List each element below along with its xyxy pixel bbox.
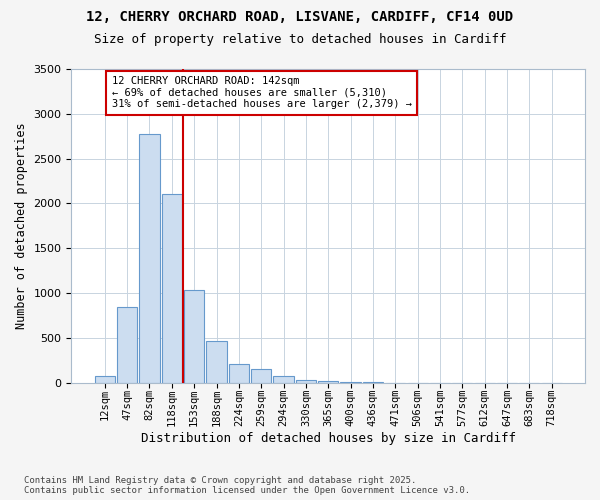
Text: 12, CHERRY ORCHARD ROAD, LISVANE, CARDIFF, CF14 0UD: 12, CHERRY ORCHARD ROAD, LISVANE, CARDIF… xyxy=(86,10,514,24)
Bar xyxy=(162,194,182,382)
Text: Contains HM Land Registry data © Crown copyright and database right 2025.
Contai: Contains HM Land Registry data © Crown c… xyxy=(24,476,470,495)
Bar xyxy=(95,376,115,382)
Bar xyxy=(296,380,316,382)
Bar xyxy=(251,370,271,382)
Bar xyxy=(229,364,249,382)
Bar xyxy=(139,134,160,382)
X-axis label: Distribution of detached houses by size in Cardiff: Distribution of detached houses by size … xyxy=(141,432,516,445)
Bar xyxy=(184,290,204,382)
Text: 12 CHERRY ORCHARD ROAD: 142sqm
← 69% of detached houses are smaller (5,310)
31% : 12 CHERRY ORCHARD ROAD: 142sqm ← 69% of … xyxy=(112,76,412,110)
Bar xyxy=(206,342,227,382)
Bar xyxy=(274,376,293,382)
Bar xyxy=(318,381,338,382)
Y-axis label: Number of detached properties: Number of detached properties xyxy=(15,122,28,329)
Text: Size of property relative to detached houses in Cardiff: Size of property relative to detached ho… xyxy=(94,32,506,46)
Bar xyxy=(117,306,137,382)
